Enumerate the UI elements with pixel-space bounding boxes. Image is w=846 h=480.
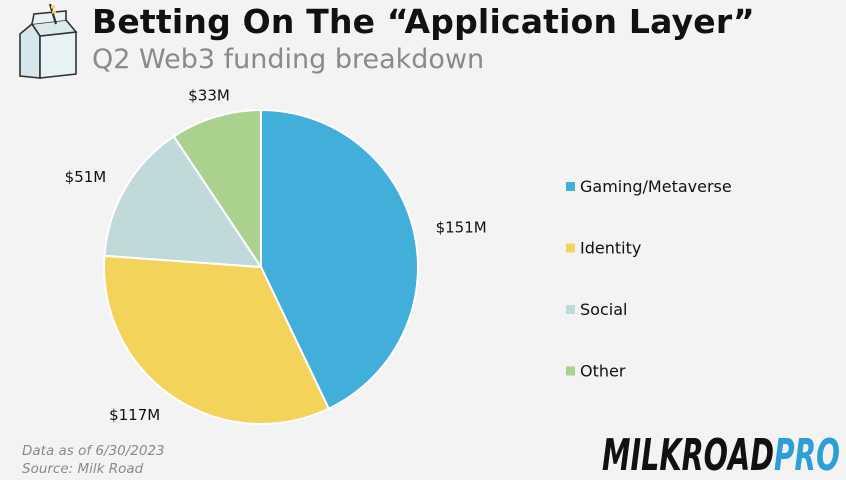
legend-swatch-gaming-metaverse bbox=[566, 182, 575, 191]
data-label-identity: $117M bbox=[109, 406, 160, 424]
pie-slice-identity bbox=[103, 254, 331, 425]
pie-slice-social bbox=[103, 135, 263, 269]
legend-swatch-identity bbox=[566, 243, 575, 253]
date-note: Data as of 6/30/2023 bbox=[22, 443, 165, 459]
brand-main-text: MILKROAD bbox=[602, 430, 774, 476]
brand-suffix-text: PRO bbox=[774, 430, 840, 476]
footnote: Data as of 6/30/2023 Source: Milk Road bbox=[22, 442, 165, 478]
legend-label-gaming-metaverse: Gaming/Metaverse bbox=[580, 177, 732, 196]
legend: Gaming/Metaverse Identity Social Other bbox=[566, 177, 732, 381]
legend-label-social: Social bbox=[580, 300, 627, 319]
data-label-other: $33M bbox=[188, 87, 230, 105]
pie-slice-gaming-metaverse bbox=[260, 108, 419, 410]
legend-label-other: Other bbox=[580, 362, 626, 381]
chart-subtitle: Q2 Web3 funding breakdown bbox=[92, 44, 485, 75]
pie-slices bbox=[103, 108, 419, 425]
data-labels: $151M $117M $51M $33M bbox=[65, 87, 487, 424]
data-label-social: $51M bbox=[65, 168, 107, 186]
source-note: Source: Milk Road bbox=[22, 461, 144, 477]
milk-carton-icon bbox=[19, 4, 78, 79]
data-label-gaming-metaverse: $151M bbox=[436, 218, 487, 236]
milkroad-pro-logo: MILKROAD PRO bbox=[602, 430, 840, 476]
legend-label-identity: Identity bbox=[580, 239, 641, 258]
legend-swatch-other bbox=[566, 366, 575, 376]
pie-slice-other bbox=[172, 108, 262, 271]
legend-swatch-social bbox=[566, 305, 575, 314]
chart-title: Betting On The “Application Layer” bbox=[92, 2, 755, 41]
